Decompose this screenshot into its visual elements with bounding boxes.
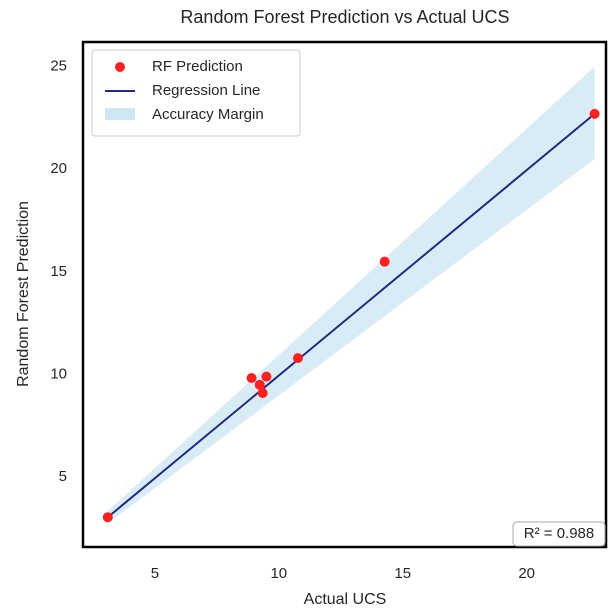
- data-point: [589, 108, 600, 119]
- data-point: [379, 256, 390, 267]
- accuracy-band: [107, 66, 595, 524]
- legend-label: RF Prediction: [152, 58, 243, 75]
- data-point: [254, 379, 265, 390]
- x-tick-label: 5: [151, 565, 159, 582]
- data-point: [246, 373, 257, 384]
- y-tick-label: 25: [50, 58, 67, 75]
- y-tick-label: 15: [50, 263, 67, 280]
- data-point: [257, 388, 268, 399]
- y-tick-label: 20: [50, 160, 67, 177]
- y-tick-label: 10: [50, 366, 67, 383]
- x-axis-label: Actual UCS: [304, 591, 387, 608]
- plot-frame: [81, 40, 608, 549]
- x-tick-label: 10: [270, 565, 287, 582]
- x-tick-label: 15: [394, 565, 411, 582]
- y-tick-label: 5: [59, 468, 67, 485]
- legend-label: Accuracy Margin: [152, 106, 264, 123]
- data-point: [292, 353, 303, 364]
- legend-label: Regression Line: [152, 82, 260, 99]
- y-axis-label: Random Forest Prediction: [15, 201, 32, 387]
- x-tick-label: 20: [518, 565, 535, 582]
- regression-line: [107, 113, 596, 519]
- data-point: [261, 371, 272, 382]
- legend-marker: [115, 62, 125, 72]
- chart-title: Random Forest Prediction vs Actual UCS: [180, 7, 509, 27]
- annotation: R² = 0.988: [524, 525, 594, 542]
- annotation-box: [512, 521, 606, 547]
- legend-box: [91, 49, 301, 137]
- legend-marker: [105, 108, 135, 120]
- data-point: [102, 512, 113, 523]
